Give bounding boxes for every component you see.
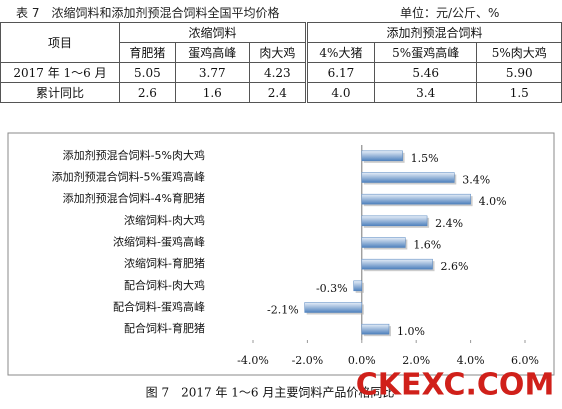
bar	[361, 237, 406, 248]
col-header: 蛋鸡高峰	[174, 42, 250, 63]
price-table: 项目 浓缩饲料 添加剂预混合饲料 育肥猪 蛋鸡高峰 肉大鸡 4%大猪 5%蛋鸡高峰 5%肉…	[0, 22, 562, 103]
x-tick-label: 0.0%	[348, 354, 376, 367]
value-label: 1.0%	[397, 325, 425, 338]
category-label: 配合饲料-肉大鸡	[124, 278, 205, 292]
value-label: -2.1%	[267, 304, 299, 317]
bar	[361, 258, 433, 270]
row-header: 累计同比	[0, 82, 120, 103]
x-tick-label: 4.0%	[457, 354, 485, 367]
bar	[361, 150, 403, 162]
x-tick-label: -4.0%	[237, 354, 269, 367]
category-label: 添加剂预混合饲料-5%蛋鸡高峰	[52, 170, 205, 184]
cell: 1.5	[476, 82, 562, 103]
cell: 5.46	[373, 62, 478, 83]
x-tick-label: -2.0%	[292, 354, 324, 367]
category-label: 配合饲料-育肥猪	[124, 321, 205, 335]
value-label: 4.0%	[479, 195, 507, 208]
value-label: 1.5%	[411, 152, 439, 165]
x-tick-label: 6.0%	[511, 354, 539, 367]
caption: 图 7 2017 年 1～6 月主要饲料产品价格同比	[146, 385, 395, 400]
category-label: 添加剂预混合饲料-4%育肥猪	[63, 191, 205, 205]
col-header: 5%蛋鸡高峰	[373, 42, 478, 63]
value-label: 2.6%	[441, 260, 469, 273]
bar	[361, 172, 455, 183]
cell: 4.0	[304, 82, 375, 103]
category-label: 浓缩饲料-肉大鸡	[124, 213, 205, 227]
value-label: -0.3%	[316, 282, 348, 295]
bar	[304, 302, 363, 313]
category-label: 浓缩饲料-育肥猪	[124, 256, 205, 270]
cell: 2.6	[119, 82, 176, 103]
x-tick-label: 2.0%	[402, 354, 430, 367]
bar	[361, 215, 428, 227]
watermark: CKEXC.COM	[356, 368, 555, 403]
category-label: 添加剂预混合饲料-5%肉大鸡	[63, 148, 205, 162]
chart-frame	[7, 132, 555, 376]
value-label: 3.4%	[462, 174, 490, 187]
category-label: 浓缩饲料-蛋鸡高峰	[113, 235, 205, 249]
table-title: 表 7 浓缩饲料和添加剂预混合饲料全国平均价格	[16, 6, 280, 20]
col-header: 5%肉大鸡	[476, 42, 562, 63]
bar	[361, 323, 390, 335]
cell: 3.4	[373, 82, 478, 103]
table-unit: 单位：元/公斤、%	[400, 6, 500, 20]
cell: 3.77	[174, 62, 250, 83]
cell: 1.6	[174, 82, 250, 103]
bar	[353, 280, 363, 292]
category-label: 配合饲料-蛋鸡高峰	[113, 300, 205, 314]
cell: 2.4	[248, 82, 307, 103]
bar	[361, 193, 471, 205]
cell: 5.90	[476, 62, 562, 83]
value-label: 1.6%	[413, 239, 441, 252]
col-header: 育肥猪	[119, 42, 176, 63]
value-label: 2.4%	[435, 217, 463, 230]
